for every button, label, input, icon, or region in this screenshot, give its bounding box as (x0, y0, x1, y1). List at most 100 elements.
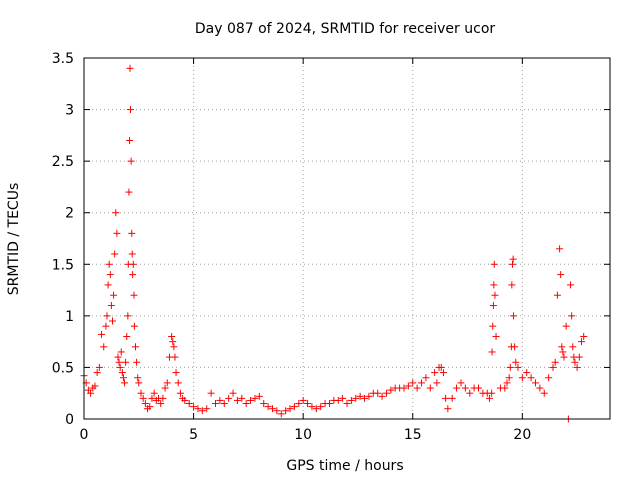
data-point (121, 379, 129, 387)
data-point (540, 389, 548, 397)
data-point (404, 382, 412, 390)
data-point (260, 400, 268, 408)
data-point (161, 384, 169, 392)
x-tick-label: 5 (189, 427, 198, 443)
data-point (157, 400, 165, 408)
data-point (103, 312, 111, 320)
data-point (339, 394, 347, 402)
data-point (508, 281, 516, 289)
data-point (382, 389, 390, 397)
data-point (431, 369, 439, 377)
data-point (475, 384, 482, 392)
data-point (514, 363, 522, 371)
data-point (104, 281, 112, 289)
data-point (169, 338, 177, 346)
chart-title: Day 087 of 2024, SRMTID for receiver uco… (195, 21, 496, 37)
data-point (343, 400, 351, 408)
data-point (171, 353, 179, 361)
data-point (562, 322, 570, 330)
data-point (115, 358, 123, 366)
data-point (374, 389, 382, 397)
data-point (212, 400, 219, 408)
data-point (312, 405, 320, 413)
y-tick-label: 1 (65, 309, 74, 325)
y-tick-label: 0 (65, 412, 74, 428)
data-points (80, 64, 588, 423)
data-point (536, 384, 544, 392)
data-point (491, 291, 499, 299)
data-point (400, 384, 408, 392)
data-point (172, 369, 180, 377)
data-point (512, 358, 520, 366)
data-point (556, 245, 564, 253)
data-point (439, 369, 447, 377)
data-point (273, 407, 281, 415)
data-point (569, 343, 577, 351)
data-point (387, 386, 395, 394)
data-point (135, 379, 143, 387)
data-point (93, 369, 101, 377)
data-point (506, 363, 514, 371)
data-point (308, 403, 316, 411)
data-point (527, 374, 535, 382)
x-axis-ticks: 0 5 10 15 20 (80, 58, 531, 443)
data-point (489, 322, 497, 330)
data-point (255, 392, 263, 400)
data-point (264, 403, 272, 411)
data-point (518, 374, 526, 382)
data-point (127, 157, 135, 165)
data-point (170, 343, 178, 351)
data-point (488, 389, 496, 397)
data-point (409, 379, 417, 387)
data-point (105, 260, 113, 268)
data-point (251, 394, 259, 402)
data-point (426, 384, 434, 392)
data-point (501, 384, 509, 392)
data-point (247, 396, 255, 404)
data-point (325, 400, 333, 408)
x-tick-label: 20 (513, 427, 531, 443)
data-point (122, 358, 130, 366)
data-point (141, 400, 149, 408)
y-tick-label: 0.5 (52, 360, 74, 376)
data-point (268, 405, 276, 413)
data-point (114, 353, 122, 361)
data-point (123, 332, 131, 340)
data-point (229, 389, 237, 397)
data-point (503, 379, 511, 387)
data-point (107, 302, 115, 310)
y-tick-label: 2 (65, 206, 74, 222)
data-point (509, 255, 517, 263)
data-point (378, 392, 386, 400)
data-point (125, 188, 133, 196)
data-point (110, 291, 118, 299)
y-tick-label: 3.5 (52, 51, 74, 67)
data-point (489, 302, 497, 310)
y-tick-label: 2.5 (52, 154, 74, 170)
data-point (98, 330, 106, 338)
data-point (453, 384, 461, 392)
data-point (163, 379, 171, 387)
data-point (130, 322, 138, 330)
y-axis-label: SRMTID / TECUs (6, 183, 22, 296)
data-point (317, 403, 325, 411)
data-point (568, 312, 576, 320)
data-point (102, 322, 110, 330)
y-tick-label: 3 (65, 103, 74, 119)
data-point (95, 363, 103, 371)
data-point (559, 348, 567, 356)
data-point (225, 394, 233, 402)
data-point (488, 348, 496, 356)
data-point (510, 312, 518, 320)
data-point (361, 394, 369, 402)
data-point (277, 410, 285, 418)
data-point (130, 291, 138, 299)
data-point (505, 374, 513, 382)
data-point (466, 389, 474, 397)
data-point (194, 405, 202, 413)
data-point (87, 389, 95, 397)
data-point (290, 403, 298, 411)
data-point (531, 379, 539, 387)
data-point (444, 405, 452, 413)
